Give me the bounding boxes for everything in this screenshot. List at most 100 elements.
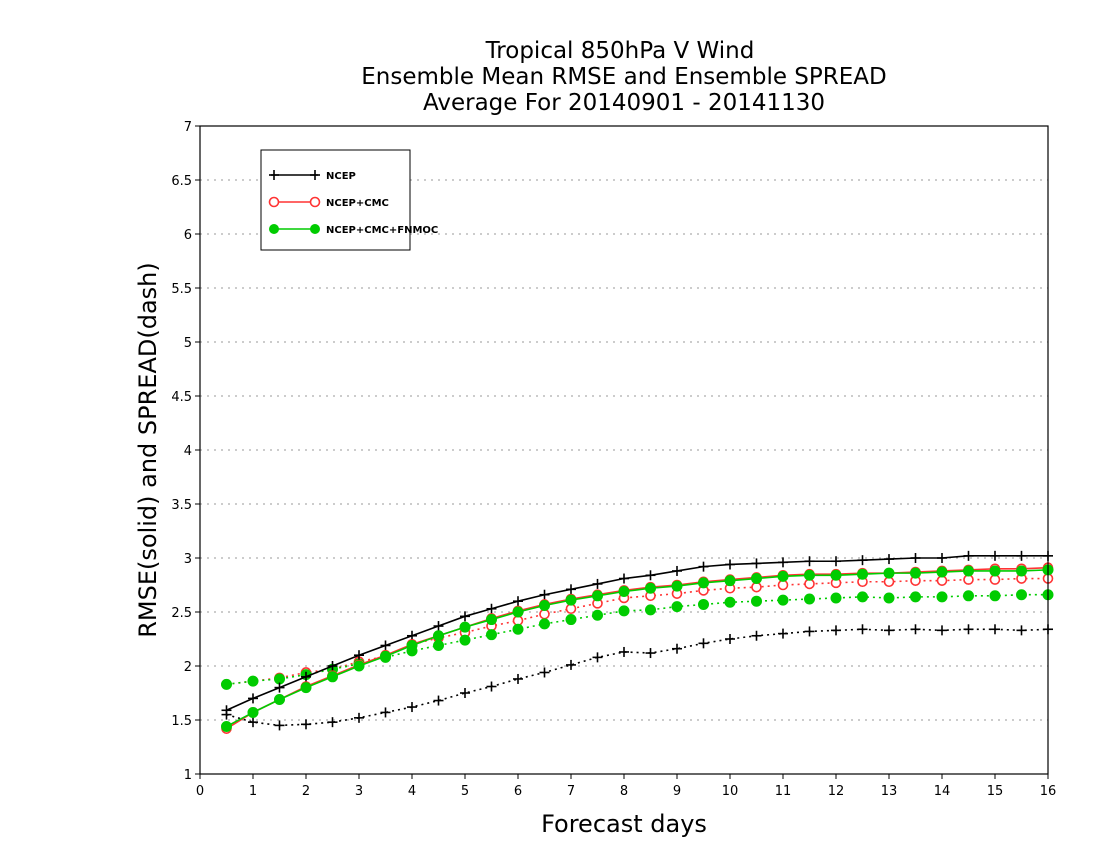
legend-label: NCEP+CMC+FNMOC [326, 225, 438, 236]
legend-label: NCEP [326, 171, 356, 182]
data-point [486, 629, 497, 641]
y-tick-label: 1.5 [171, 714, 192, 729]
data-point [248, 717, 258, 728]
x-tick-label: 8 [620, 784, 628, 799]
data-point [937, 625, 947, 636]
data-point [592, 590, 603, 602]
data-point [724, 596, 736, 608]
x-tick-label: 10 [722, 784, 739, 799]
y-tick-label: 4 [184, 444, 192, 459]
data-point [804, 626, 815, 637]
data-point [804, 593, 815, 605]
data-point [963, 550, 974, 561]
data-point [857, 591, 868, 603]
data-point [1016, 625, 1027, 636]
y-tick-label: 1 [184, 768, 192, 783]
series-ncep-rmse [221, 550, 1053, 716]
data-point [990, 624, 1000, 635]
data-point [963, 565, 974, 577]
data-point [910, 567, 921, 579]
data-point [857, 555, 868, 566]
data-point [539, 600, 550, 612]
data-point [300, 682, 312, 694]
data-point [778, 628, 788, 639]
data-point [831, 625, 841, 636]
data-point [248, 693, 258, 704]
x-tick-label: 1 [249, 784, 257, 799]
data-point [274, 673, 285, 685]
y-tick-label: 3 [184, 552, 192, 567]
data-point [301, 719, 311, 730]
data-point [566, 584, 576, 595]
data-point [406, 639, 418, 651]
data-point [645, 648, 656, 659]
data-point [831, 556, 841, 567]
x-tick-label: 9 [673, 784, 681, 799]
data-point [619, 573, 629, 584]
data-point [565, 594, 577, 606]
data-point [645, 570, 656, 581]
y-tick-label: 6.5 [171, 174, 192, 189]
data-point [433, 621, 444, 632]
legend-item: NCEP+CMC [268, 196, 389, 209]
x-tick-label: 16 [1040, 784, 1057, 799]
data-point [433, 630, 444, 642]
x-tick-label: 3 [355, 784, 363, 799]
data-point [936, 566, 948, 578]
chart-title-line-3: Average For 20140901 - 20141130 [423, 90, 825, 116]
x-tick-label: 4 [408, 784, 416, 799]
data-point [804, 556, 815, 567]
data-point [327, 671, 338, 683]
x-axis-label: Forecast days [541, 810, 707, 838]
y-tick-label: 6 [184, 228, 192, 243]
data-point [221, 720, 232, 732]
data-point [751, 573, 762, 585]
data-point [592, 578, 603, 589]
legend-marker [309, 196, 321, 208]
data-point [513, 596, 523, 607]
data-point [645, 582, 656, 594]
data-point [671, 601, 683, 613]
x-tick-label: 11 [775, 784, 792, 799]
data-point [989, 590, 1001, 602]
x-tick-label: 12 [828, 784, 845, 799]
data-point [354, 650, 364, 661]
series-ncep-cmc-rmse [221, 562, 1054, 734]
data-point [301, 671, 311, 682]
data-point [910, 591, 921, 603]
data-point [619, 646, 629, 657]
data-point [857, 568, 868, 580]
data-point [830, 592, 842, 604]
data-point [725, 634, 735, 644]
data-point [804, 569, 815, 581]
data-point [486, 681, 497, 692]
chart-title-line-2: Ensemble Mean RMSE and Ensemble SPREAD [361, 64, 886, 90]
data-point [910, 624, 921, 635]
data-point [380, 707, 391, 718]
data-point [725, 559, 735, 570]
data-point [327, 717, 338, 728]
data-point [672, 643, 682, 654]
data-point [221, 678, 232, 690]
data-point [353, 660, 365, 672]
data-point [407, 702, 417, 713]
grid-lines [200, 179, 1048, 721]
x-tick-label: 13 [881, 784, 898, 799]
x-tick-label: 2 [302, 784, 310, 799]
x-tick-label: 6 [514, 784, 522, 799]
x-axis: 0 1 2 3 4 5 6 7 8 9 10 11 12 13 14 15 16 [196, 774, 1056, 799]
data-point [221, 705, 232, 716]
data-point [433, 639, 444, 651]
series-ncep-spread [221, 624, 1053, 731]
y-tick-label: 2 [184, 660, 192, 675]
data-point [486, 603, 497, 614]
data-point [460, 611, 470, 622]
data-point [751, 595, 762, 607]
data-point [566, 659, 576, 670]
data-point [672, 565, 682, 576]
data-point [698, 638, 709, 649]
data-point [513, 673, 523, 684]
data-point [724, 575, 736, 587]
data-point [433, 695, 444, 706]
